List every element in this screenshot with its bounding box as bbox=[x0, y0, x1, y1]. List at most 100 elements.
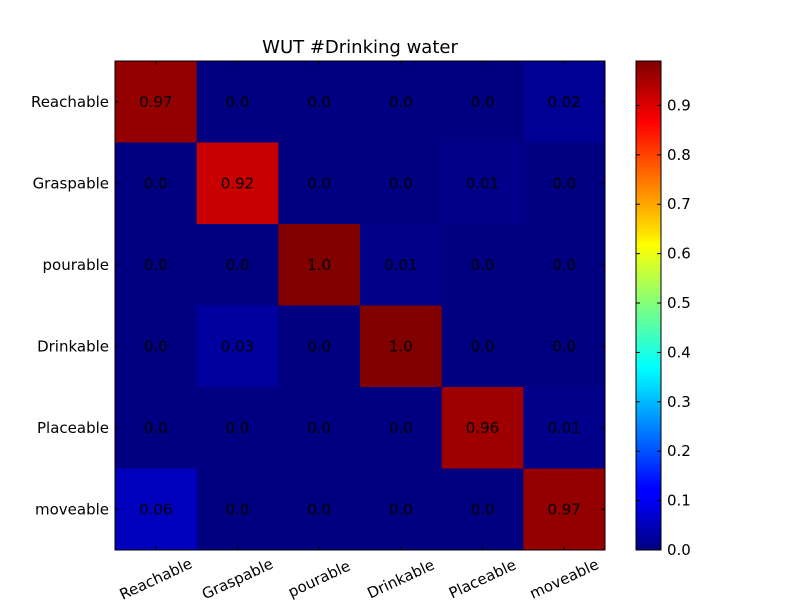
colorbar-tick-label-6: 0.6 bbox=[667, 245, 691, 263]
heatmap-cell-r0-c1 bbox=[196, 61, 279, 143]
x-tick-label-3: Drinkable bbox=[364, 556, 437, 603]
chart-title: WUT #Drinking water bbox=[262, 37, 458, 58]
y-tick-label-1: Graspable bbox=[33, 174, 109, 192]
cell-value-r1-c0: 0.0 bbox=[144, 174, 168, 192]
cell-value-r3-c1: 0.03 bbox=[221, 337, 254, 355]
cell-value-r1-c3: 0.0 bbox=[389, 174, 413, 192]
cell-value-r2-c2: 1.0 bbox=[307, 256, 331, 274]
cell-value-r4-c3: 0.0 bbox=[389, 419, 413, 437]
heatmap-cell-r0-c3 bbox=[360, 61, 443, 143]
colorbar-tick-label-1: 0.1 bbox=[667, 492, 691, 510]
cell-value-r4-c5: 0.01 bbox=[547, 419, 580, 437]
cell-value-r4-c0: 0.0 bbox=[144, 419, 168, 437]
heatmap-cell-r1-c5 bbox=[523, 142, 606, 225]
x-tick-label-2: pourable bbox=[285, 557, 353, 601]
cell-value-r2-c1: 0.0 bbox=[226, 256, 250, 274]
heatmap-cell-r0-c0 bbox=[115, 61, 198, 143]
plot-frame bbox=[114, 60, 606, 551]
heatmap-cell-r1-c1 bbox=[196, 142, 279, 225]
heatmap-cell-r5-c3 bbox=[360, 468, 443, 551]
cell-value-r5-c0: 0.06 bbox=[139, 500, 172, 518]
heatmap-cell-r1-c2 bbox=[278, 142, 361, 225]
cell-value-r1-c1: 0.92 bbox=[221, 174, 254, 192]
colorbar-ticks: 0.0 0.1 0.2 0.3 0.4 0.5 0.6 0.7 0.8 0.9 bbox=[636, 96, 691, 559]
x-tick-label-1: Graspable bbox=[199, 555, 276, 604]
heatmap-cell-r1-c3 bbox=[360, 142, 443, 225]
colorbar bbox=[635, 60, 662, 551]
cell-value-r3-c2: 0.0 bbox=[307, 337, 331, 355]
cell-value-r2-c5: 0.0 bbox=[552, 256, 576, 274]
heatmap-cell-r2-c3 bbox=[360, 224, 443, 306]
heatmap-cell-r3-c2 bbox=[278, 305, 361, 388]
y-tick-label-5: moveable bbox=[35, 500, 109, 518]
colorbar-tick-label-5: 0.5 bbox=[667, 294, 691, 312]
cell-value-r4-c1: 0.0 bbox=[226, 419, 250, 437]
x-tick-label-0: Reachable bbox=[117, 554, 195, 603]
cell-value-r3-c4: 0.0 bbox=[471, 337, 495, 355]
heatmap-cell-r0-c4 bbox=[441, 61, 524, 143]
heatmap-cell-r3-c5 bbox=[523, 305, 606, 388]
cell-value-r5-c3: 0.0 bbox=[389, 500, 413, 518]
y-tick-label-4: Placeable bbox=[37, 419, 109, 437]
cell-value-r3-c0: 0.0 bbox=[144, 337, 168, 355]
y-tick-label-2: pourable bbox=[43, 256, 109, 274]
heatmap-cell-r5-c1 bbox=[196, 468, 279, 551]
cell-value-r0-c3: 0.0 bbox=[389, 93, 413, 111]
colorbar-tick-label-0: 0.0 bbox=[667, 541, 691, 559]
y-tick-label-3: Drinkable bbox=[37, 337, 109, 355]
cell-value-r5-c1: 0.0 bbox=[226, 500, 250, 518]
heatmap-cell-r3-c4 bbox=[441, 305, 524, 388]
heatmap-cell-r4-c4 bbox=[441, 387, 524, 469]
cell-value-r0-c2: 0.0 bbox=[307, 93, 331, 111]
colorbar-tick-label-9: 0.9 bbox=[667, 96, 691, 114]
y-axis-ticks: Reachable Graspable pourable Drinkable Place… bbox=[31, 93, 605, 518]
heatmap-cell-r1-c0 bbox=[115, 142, 198, 225]
colorbar-tick-label-7: 0.7 bbox=[667, 195, 691, 213]
cell-value-r5-c2: 0.0 bbox=[307, 500, 331, 518]
cell-value-r1-c5: 0.0 bbox=[552, 174, 576, 192]
cell-value-r0-c4: 0.0 bbox=[471, 93, 495, 111]
heatmap-cell-r5-c4 bbox=[441, 468, 524, 551]
cell-value-r3-c5: 0.0 bbox=[552, 337, 576, 355]
heatmap-cell-labels: 0.97 0.0 0.0 0.0 0.0 0.02 0.0 0.92 0.0 0.0 0.01 0.0… bbox=[139, 93, 581, 519]
colorbar-tick-label-2: 0.2 bbox=[667, 442, 691, 460]
heatmap-cell-r1-c4 bbox=[441, 142, 524, 225]
y-tick-label-0: Reachable bbox=[31, 93, 109, 111]
colorbar-tick-label-4: 0.4 bbox=[667, 343, 691, 361]
heatmap-cell-r3-c0 bbox=[115, 305, 198, 388]
cell-value-r1-c2: 0.0 bbox=[307, 174, 331, 192]
heatmap-cell-r2-c0 bbox=[115, 224, 198, 306]
heatmap-cell-r2-c5 bbox=[523, 224, 606, 306]
heatmap-cell-r0-c2 bbox=[278, 61, 361, 143]
cell-value-r0-c0: 0.97 bbox=[139, 93, 172, 111]
heatmap-cell-r4-c1 bbox=[196, 387, 279, 469]
heatmap-cell-r3-c1 bbox=[196, 305, 279, 388]
cell-value-r2-c3: 0.01 bbox=[384, 256, 417, 274]
heatmap-cell-r2-c1 bbox=[196, 224, 279, 306]
heatmap-cell-r5-c5 bbox=[523, 468, 606, 551]
cell-value-r2-c0: 0.0 bbox=[144, 256, 168, 274]
heatmap-cell-r4-c3 bbox=[360, 387, 443, 469]
cell-value-r0-c5: 0.02 bbox=[547, 93, 580, 111]
cell-value-r2-c4: 0.0 bbox=[471, 256, 495, 274]
cell-value-r5-c4: 0.0 bbox=[471, 500, 495, 518]
colorbar-tick-label-8: 0.8 bbox=[667, 146, 691, 164]
cell-value-r0-c1: 0.0 bbox=[226, 93, 250, 111]
cell-value-r4-c4: 0.96 bbox=[466, 419, 499, 437]
cell-value-r3-c3: 1.0 bbox=[389, 337, 413, 355]
heatmap-cell-r4-c5 bbox=[523, 387, 606, 469]
x-tick-label-4: Placeable bbox=[446, 556, 519, 603]
x-tick-label-5: moveable bbox=[527, 555, 602, 603]
cell-value-r5-c5: 0.97 bbox=[547, 500, 580, 518]
cell-value-r1-c4: 0.01 bbox=[466, 174, 499, 192]
heatmap-cell-r2-c4 bbox=[441, 224, 524, 306]
heatmap-cell-r0-c5 bbox=[523, 61, 606, 143]
heatmap-cells bbox=[115, 61, 606, 551]
heatmap-cell-r4-c2 bbox=[278, 387, 361, 469]
heatmap-cell-r5-c2 bbox=[278, 468, 361, 551]
heatmap-cell-r3-c3 bbox=[360, 305, 443, 388]
heatmap-cell-r4-c0 bbox=[115, 387, 198, 469]
cell-value-r4-c2: 0.0 bbox=[307, 419, 331, 437]
